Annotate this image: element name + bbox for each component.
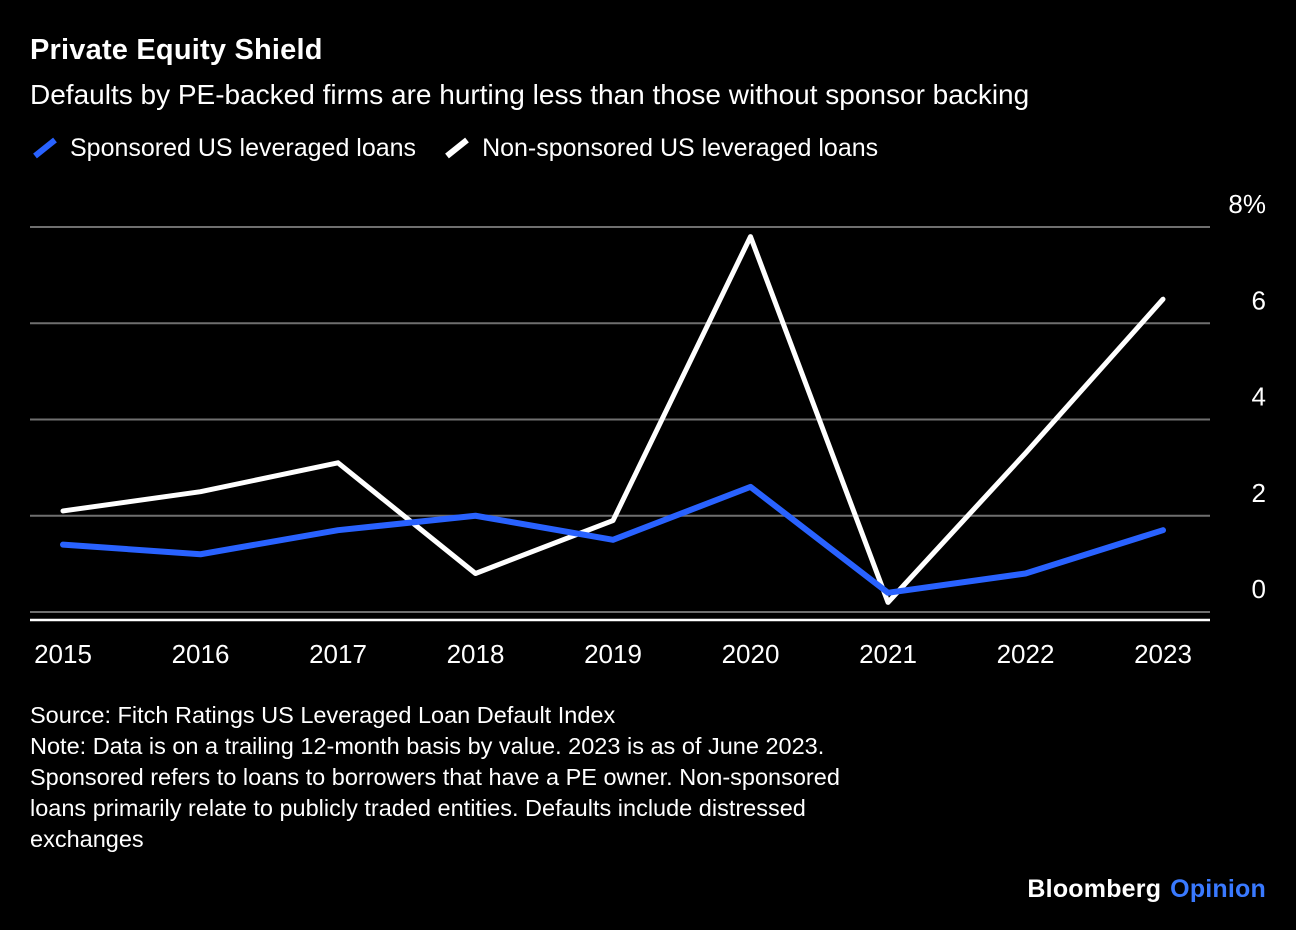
source-text: Source: Fitch Ratings US Leveraged Loan …	[30, 701, 616, 728]
opinion-label: Opinion	[1170, 875, 1266, 903]
chart-title: Private Equity Shield	[30, 34, 323, 66]
legend-item-non-sponsored: Non-sponsored US leveraged loans	[442, 134, 878, 163]
series-line-non-sponsored	[60, 234, 1166, 605]
chart-canvas: 0 2 4 6 8% 2015 2016 2017 2018 2019 2020 2021 2022 20…	[30, 189, 1266, 669]
line-swatch-icon	[33, 138, 57, 159]
x-tick-label: 2017	[309, 639, 367, 669]
x-tick-label: 2020	[722, 639, 780, 669]
y-tick-label: 2	[1252, 478, 1266, 508]
note-line: Note: Data is on a trailing 12-month bas…	[30, 732, 825, 759]
line-swatch-icon	[445, 138, 469, 159]
y-tick-label: 8%	[1228, 189, 1266, 219]
x-tick-label: 2023	[1134, 639, 1192, 669]
chart-subtitle: Defaults by PE-backed firms are hurting …	[30, 79, 1030, 110]
x-tick-label: 2021	[859, 639, 917, 669]
bloomberg-logo: Bloomberg	[1027, 875, 1162, 903]
x-tick-label: 2015	[34, 639, 92, 669]
x-tick-label: 2016	[172, 639, 230, 669]
note-line: loans primarily relate to publicly trade…	[30, 795, 806, 821]
footer: Source: Fitch Ratings US Leveraged Loan …	[30, 700, 1266, 855]
x-tick-label: 2018	[447, 639, 505, 669]
legend-label: Non-sponsored US leveraged loans	[482, 133, 879, 162]
note-text: Note: Data is on a trailing 12-month bas…	[30, 731, 1266, 855]
legend-item-sponsored: Sponsored US leveraged loans	[30, 134, 416, 163]
y-tick-label: 0	[1252, 574, 1266, 604]
legend-label: Sponsored US leveraged loans	[70, 133, 417, 162]
note-line: Sponsored refers to loans to borrowers t…	[30, 763, 840, 790]
brand: Bloomberg Opinion	[1027, 875, 1266, 904]
x-tick-label: 2022	[997, 639, 1055, 669]
y-tick-label: 6	[1252, 285, 1266, 315]
series-line-sponsored	[60, 483, 1166, 596]
y-tick-label: 4	[1252, 381, 1266, 411]
legend: Sponsored US leveraged loans Non-sponsore…	[30, 134, 1266, 163]
line-chart: 0 2 4 6 8% 2015 2016 2017 2018 2019 2020 2021 2022 20…	[30, 165, 1266, 670]
x-tick-label: 2019	[584, 639, 642, 669]
note-line: exchanges	[30, 826, 144, 853]
